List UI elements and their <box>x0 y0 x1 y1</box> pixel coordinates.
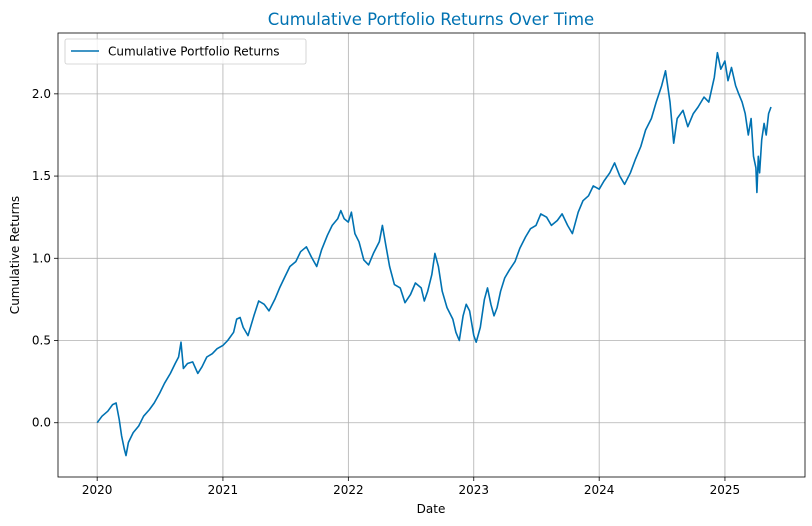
legend-box <box>64 38 307 65</box>
y-tick-label: 0.5 <box>32 334 51 348</box>
x-tick-label: 2025 <box>710 483 741 497</box>
y-tick-label: 2.0 <box>32 87 51 101</box>
y-axis-label: Cumulative Returns <box>8 196 22 314</box>
legend: Cumulative Portfolio Returns <box>64 38 307 65</box>
x-tick-label: 2021 <box>208 483 239 497</box>
y-tick-label: 1.0 <box>32 251 51 265</box>
x-tick-label: 2020 <box>82 483 113 497</box>
x-axis-ticks: 2020 2021 2022 2023 2024 2025 <box>82 477 740 497</box>
y-tick-label: 1.5 <box>32 169 51 183</box>
x-tick-label: 2024 <box>584 483 615 497</box>
x-axis-label: Date <box>417 502 446 516</box>
grid-lines <box>58 33 805 477</box>
series-line-cumulative-returns <box>96 51 772 457</box>
y-tick-label: 0.0 <box>32 416 51 430</box>
x-tick-label: 2022 <box>333 483 364 497</box>
x-tick-label: 2023 <box>458 483 489 497</box>
plot-frame <box>57 32 806 478</box>
chart-title: Cumulative Portfolio Returns Over Time <box>268 10 594 29</box>
legend-label: Cumulative Portfolio Returns <box>108 45 280 59</box>
y-axis-ticks: 0.0 0.5 1.0 1.5 2.0 <box>32 87 58 430</box>
